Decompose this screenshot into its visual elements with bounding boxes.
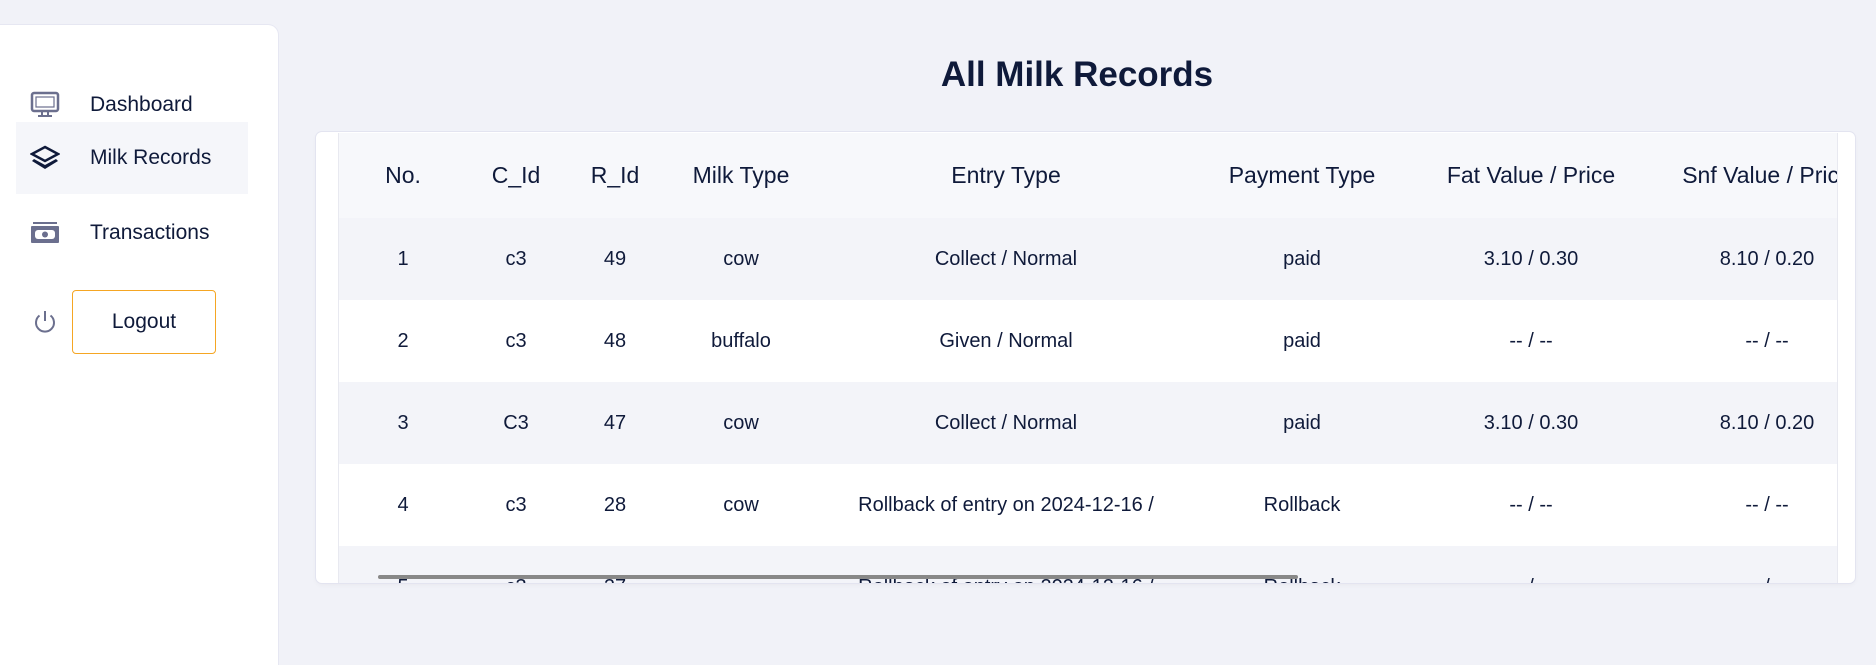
cell-r-id: 48 [565, 300, 665, 382]
records-table-container[interactable]: No. C_Id R_Id Milk Type Entry Type Payme… [338, 133, 1838, 583]
power-icon [30, 307, 60, 337]
cell-r-id: 28 [565, 464, 665, 546]
cell-fat-price: 3.10 / 0.30 [1409, 382, 1653, 464]
sidebar-item-label: Dashboard [90, 93, 193, 116]
cell-snf-price: 8.10 / 0.20 [1653, 218, 1837, 300]
cell-no: 4 [339, 464, 467, 546]
records-table: No. C_Id R_Id Milk Type Entry Type Payme… [339, 133, 1837, 583]
column-header-fat[interactable]: Fat Value / Price [1409, 133, 1653, 218]
cell-snf-price: -- / -- [1653, 464, 1837, 546]
cell-no: 3 [339, 382, 467, 464]
column-header-c-id[interactable]: C_Id [467, 133, 565, 218]
cell-payment-type: paid [1195, 382, 1409, 464]
sidebar-item-label: Transactions [90, 221, 210, 244]
sidebar-item-label: Milk Records [90, 146, 212, 169]
horizontal-scrollbar[interactable] [378, 575, 1298, 579]
cell-c-id: c3 [467, 464, 565, 546]
column-header-r-id[interactable]: R_Id [565, 133, 665, 218]
cell-fat-price: -- / -- [1409, 300, 1653, 382]
sidebar-item-milk-records[interactable]: Milk Records [16, 122, 248, 194]
cell-c-id: C3 [467, 382, 565, 464]
column-header-no[interactable]: No. [339, 133, 467, 218]
cell-payment-type: Rollback [1195, 464, 1409, 546]
cell-c-id: c3 [467, 218, 565, 300]
cell-milk-type: cow [665, 382, 817, 464]
cell-r-id: 49 [565, 218, 665, 300]
cell-payment-type: paid [1195, 300, 1409, 382]
cell-payment-type: Rollback [1195, 546, 1409, 583]
monitor-icon [30, 90, 60, 120]
cell-entry-type: Collect / Normal [817, 382, 1195, 464]
sidebar-item-transactions[interactable]: Transactions [16, 197, 248, 269]
column-header-snf[interactable]: Snf Value / Price [1653, 133, 1837, 218]
cell-milk-type: buffalo [665, 300, 817, 382]
cell-no: 1 [339, 218, 467, 300]
money-icon [30, 218, 60, 248]
column-header-entry-type[interactable]: Entry Type [817, 133, 1195, 218]
cell-r-id: 47 [565, 382, 665, 464]
table-header-row: No. C_Id R_Id Milk Type Entry Type Payme… [339, 133, 1837, 218]
cell-fat-price: -- / -- [1409, 546, 1653, 583]
table-row[interactable]: 1 c3 49 cow Collect / Normal paid 3.10 / 0.30 8… [339, 218, 1837, 300]
cell-fat-price: 3.10 / 0.30 [1409, 218, 1653, 300]
page-title: All Milk Records [940, 55, 1214, 94]
cell-entry-type: Given / Normal [817, 300, 1195, 382]
cell-milk-type: cow [665, 218, 817, 300]
sidebar: Dashboard Milk Records Transactions Logo… [0, 25, 278, 665]
cell-milk-type: cow [665, 464, 817, 546]
table-row[interactable]: 3 C3 47 cow Collect / Normal paid 3.10 / 0.30 8… [339, 382, 1837, 464]
column-header-milk-type[interactable]: Milk Type [665, 133, 817, 218]
records-card: No. C_Id R_Id Milk Type Entry Type Payme… [316, 132, 1855, 583]
cell-payment-type: paid [1195, 218, 1409, 300]
logout-button[interactable]: Logout [72, 290, 216, 354]
layers-icon [30, 143, 60, 173]
cell-no: 2 [339, 300, 467, 382]
cell-fat-price: -- / -- [1409, 464, 1653, 546]
cell-snf-price: -- / -- [1653, 300, 1837, 382]
cell-c-id: c3 [467, 300, 565, 382]
column-header-payment-type[interactable]: Payment Type [1195, 133, 1409, 218]
cell-snf-price: -- / -- [1653, 546, 1837, 583]
table-row[interactable]: 2 c3 48 buffalo Given / Normal paid -- / -- -- … [339, 300, 1837, 382]
cell-snf-price: 8.10 / 0.20 [1653, 382, 1837, 464]
cell-entry-type: Rollback of entry on 2024-12-16 / [817, 464, 1195, 546]
cell-entry-type: Collect / Normal [817, 218, 1195, 300]
table-row[interactable]: 4 c3 28 cow Rollback of entry on 2024-12-16 … [339, 464, 1837, 546]
logout-row: Logout [16, 290, 216, 354]
sidebar-item-dashboard[interactable]: Dashboard [16, 69, 248, 141]
